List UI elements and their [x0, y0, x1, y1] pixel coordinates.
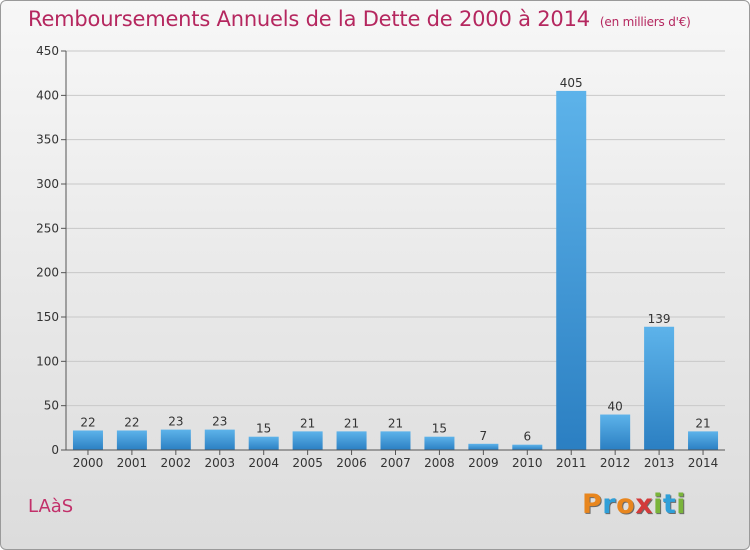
data-label-2009: 7 — [480, 429, 488, 443]
bar-2001 — [116, 430, 147, 450]
bar-2002 — [160, 429, 191, 450]
bar-2006 — [336, 431, 367, 450]
data-label-2004: 15 — [256, 422, 271, 436]
x-tick-label-2014: 2014 — [688, 456, 719, 470]
bar-2004 — [248, 436, 279, 450]
data-label-2013: 139 — [648, 312, 671, 326]
x-tick-label-2001: 2001 — [117, 456, 148, 470]
y-tick-label: 50 — [44, 399, 59, 413]
y-tick-label: 200 — [36, 266, 59, 280]
data-label-2005: 21 — [300, 416, 315, 430]
x-axis: 2000 2001 2002 2003 2004 2005 2006 2007 2008 2009… — [66, 449, 725, 470]
data-label-2000: 22 — [80, 415, 95, 429]
y-tick-label: 100 — [36, 354, 59, 368]
bar-2013 — [644, 326, 675, 450]
y-axis: 0 50 100 150 200 250 300 350 400 450 — [36, 44, 67, 457]
bar-2000 — [72, 430, 103, 450]
y-tick-label: 150 — [36, 310, 59, 324]
bar-2003 — [204, 429, 235, 450]
x-tick-label-2002: 2002 — [161, 456, 192, 470]
x-tick-label-2003: 2003 — [204, 456, 235, 470]
data-label-2001: 22 — [124, 415, 139, 429]
data-label-2002: 23 — [168, 415, 183, 429]
data-label-2010: 6 — [523, 430, 531, 444]
x-tick-label-2010: 2010 — [512, 456, 543, 470]
data-label-2003: 23 — [212, 415, 227, 429]
x-tick-label-2006: 2006 — [336, 456, 367, 470]
bar-2011 — [556, 90, 587, 451]
y-tick-label: 250 — [36, 221, 59, 235]
y-tick-label: 300 — [36, 177, 59, 191]
logo-letter: r — [602, 489, 617, 520]
logo-letter: P — [582, 489, 603, 520]
y-tick-label: 0 — [51, 443, 59, 457]
x-tick-label-2007: 2007 — [380, 456, 411, 470]
bar-2010 — [512, 444, 543, 450]
data-label-2014: 21 — [695, 416, 710, 430]
proxiti-logo: Proxiti — [582, 489, 686, 520]
bar-2008 — [424, 436, 455, 450]
x-tick-label-2005: 2005 — [292, 456, 323, 470]
chart-title-block: Remboursements Annuels de la Dette de 20… — [28, 7, 691, 31]
bar-2005 — [292, 431, 323, 450]
x-tick-label-2000: 2000 — [73, 456, 104, 470]
data-labels: 22 22 23 23 15 21 21 21 15 7 6 405 40 139 21 — [80, 76, 710, 444]
logo-letter: t — [662, 489, 677, 520]
bar-2009 — [468, 443, 499, 450]
x-tick-label-2009: 2009 — [468, 456, 499, 470]
data-label-2012: 40 — [608, 400, 623, 414]
chart-title: Remboursements Annuels de la Dette de 20… — [28, 7, 590, 31]
y-tick-label: 350 — [36, 133, 59, 147]
x-tick-label-2008: 2008 — [424, 456, 455, 470]
bar-2012 — [600, 414, 631, 450]
bars — [72, 90, 719, 451]
bar-2007 — [380, 431, 411, 450]
bar-2014 — [688, 431, 719, 450]
logo-letter: i — [653, 489, 663, 520]
x-tick-label-2013: 2013 — [644, 456, 675, 470]
data-label-2006: 21 — [344, 416, 359, 430]
logo-letter: i — [676, 489, 687, 520]
data-label-2007: 21 — [388, 416, 403, 430]
y-tick-label: 450 — [36, 44, 59, 58]
place-name: LAàS — [28, 496, 74, 517]
x-tick-label-2011: 2011 — [556, 456, 587, 470]
grid-lines — [66, 50, 725, 407]
data-label-2008: 15 — [432, 422, 447, 436]
x-tick-label-2012: 2012 — [600, 456, 631, 470]
x-tick-label-2004: 2004 — [248, 456, 279, 470]
logo-letter: x — [635, 489, 654, 520]
chart-subtitle: (en milliers d'€) — [599, 15, 691, 29]
data-label-2011: 405 — [560, 76, 583, 90]
logo-letter: o — [616, 489, 636, 520]
y-tick-label: 400 — [36, 88, 59, 102]
